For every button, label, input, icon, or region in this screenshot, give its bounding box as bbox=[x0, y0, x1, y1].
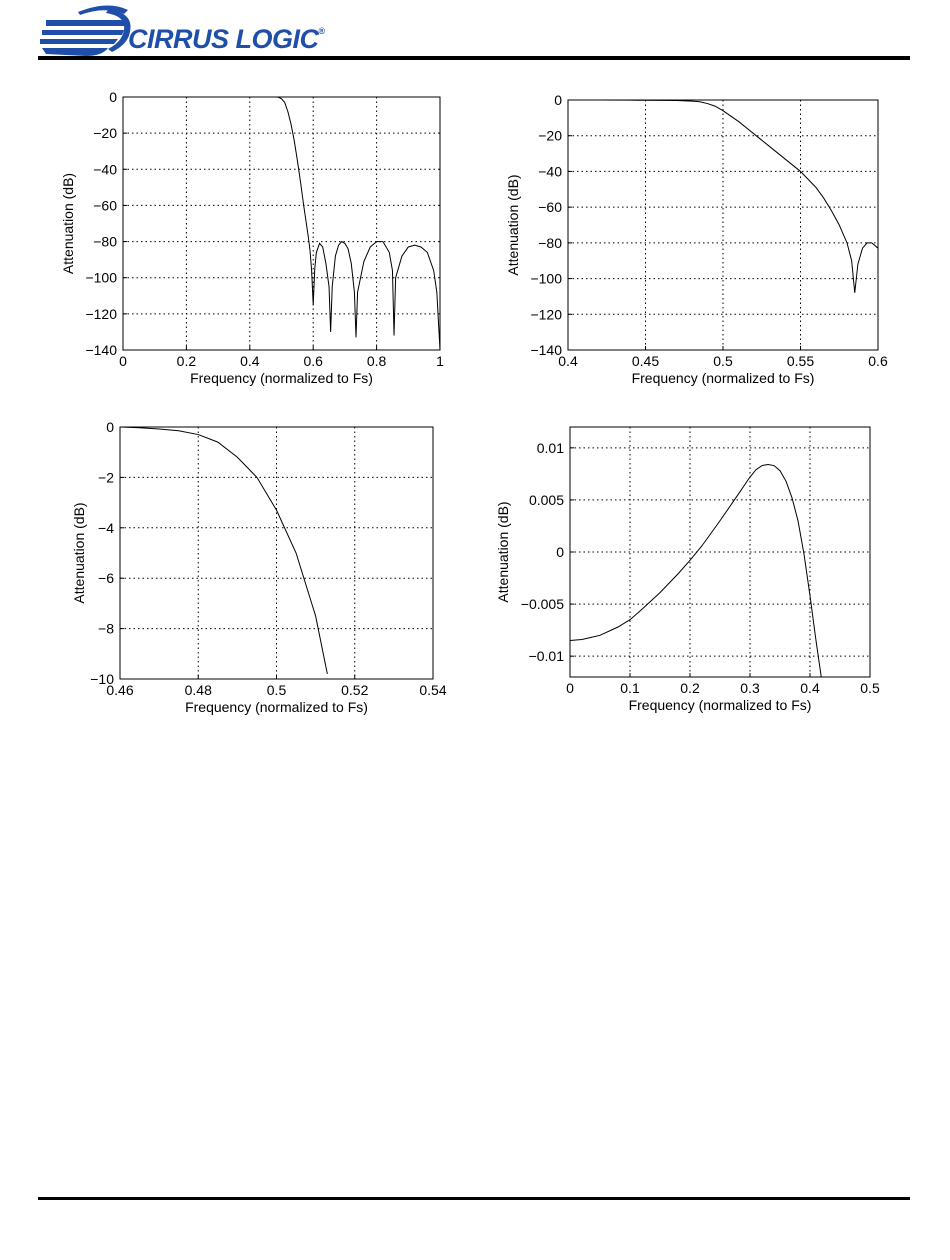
x-tick-label: 0.54 bbox=[419, 682, 446, 698]
y-tick-label: −0.005 bbox=[521, 596, 564, 612]
header-rule bbox=[38, 56, 910, 60]
x-tick-label: 0.1 bbox=[620, 680, 640, 696]
x-tick-label: 0.3 bbox=[740, 680, 760, 696]
x-axis-label: Frequency (normalized to Fs) bbox=[632, 370, 815, 386]
series-line bbox=[120, 427, 327, 674]
y-tick-label: −140 bbox=[85, 342, 117, 358]
y-tick-label: −6 bbox=[98, 570, 114, 586]
y-tick-label: −2 bbox=[98, 469, 114, 485]
y-tick-label: 0 bbox=[554, 92, 562, 108]
x-tick-label: 0.5 bbox=[860, 680, 880, 696]
y-tick-label: −4 bbox=[98, 520, 114, 536]
series-line bbox=[568, 100, 878, 293]
x-tick-label: 0.4 bbox=[800, 680, 820, 696]
y-tick-label: −120 bbox=[530, 306, 562, 322]
x-tick-label: 0 bbox=[119, 353, 127, 369]
x-tick-label: 0.6 bbox=[303, 353, 323, 369]
y-tick-label: −100 bbox=[530, 271, 562, 287]
y-tick-label: −100 bbox=[85, 270, 117, 286]
y-tick-label: −80 bbox=[538, 235, 562, 251]
chart-svg: 0 0.2 0.4 0.6 0.8 1 0 −20 −40 −60 −80 −100 −120 −140 F… bbox=[55, 92, 455, 397]
y-axis-label: Attenuation (dB) bbox=[495, 501, 511, 602]
x-tick-label: 0.55 bbox=[787, 353, 814, 369]
x-tick-label: 0.2 bbox=[680, 680, 700, 696]
y-tick-label: −40 bbox=[93, 161, 117, 177]
chart-svg: 0 0.1 0.2 0.3 0.4 0.5 0.01 0.005 0 −0.005 −0.01 Fre… bbox=[490, 422, 890, 727]
y-tick-label: −10 bbox=[90, 671, 114, 687]
y-tick-label: 0 bbox=[106, 419, 114, 435]
footer-rule bbox=[38, 1197, 910, 1200]
x-axis-label: Frequency (normalized to Fs) bbox=[190, 370, 373, 386]
x-tick-label: 0.45 bbox=[632, 353, 659, 369]
x-tick-label: 0.52 bbox=[341, 682, 368, 698]
y-tick-label: 0.01 bbox=[537, 440, 564, 456]
y-tick-label: −60 bbox=[538, 199, 562, 215]
x-tick-label: 1 bbox=[436, 353, 444, 369]
x-tick-label: 0.5 bbox=[267, 682, 287, 698]
chart-svg: 0.4 0.45 0.5 0.55 0.60−20−40−60−80−100−120−1… bbox=[500, 95, 900, 400]
chart-passband-ripple: 0 0.1 0.2 0.3 0.4 0.5 0.01 0.005 0 −0.005 −0.01 Fre… bbox=[490, 422, 890, 727]
y-tick-label: −20 bbox=[538, 128, 562, 144]
y-axis-label: Attenuation (dB) bbox=[505, 174, 521, 275]
y-tick-label: 0 bbox=[109, 89, 117, 105]
plot-frame bbox=[123, 97, 440, 350]
x-tick-label: 0.6 bbox=[868, 353, 888, 369]
chart-transition-detail: 0.46 0.48 0.5 0.52 0.54 0 −2 −4 −6 −8 −10 Frequency… bbox=[65, 422, 455, 727]
chart-transition-band: 0.4 0.45 0.5 0.55 0.6 0 −20 −40 −60 −80 −100 −120 −1… bbox=[500, 95, 900, 400]
y-tick-label: 0.005 bbox=[529, 492, 564, 508]
x-tick-label: 0.2 bbox=[177, 353, 197, 369]
chart-svg: 0.46 0.48 0.5 0.52 0.540−2−4−6−8−10Frequency… bbox=[65, 422, 455, 727]
x-axis-label: Frequency (normalized to Fs) bbox=[185, 699, 368, 715]
y-tick-label: −40 bbox=[538, 163, 562, 179]
x-tick-label: 0.5 bbox=[713, 353, 733, 369]
y-tick-label: −0.01 bbox=[529, 648, 565, 664]
x-tick-label: 0.48 bbox=[185, 682, 212, 698]
y-tick-label: −120 bbox=[85, 306, 117, 322]
series-line bbox=[570, 465, 822, 683]
y-axis-label: Attenuation (dB) bbox=[71, 502, 87, 603]
y-axis-label: Attenuation (dB) bbox=[60, 173, 76, 274]
x-tick-label: 0.4 bbox=[240, 353, 260, 369]
page-header: CIRRUS LOGIC® bbox=[0, 0, 950, 70]
y-tick-label: −8 bbox=[98, 621, 114, 637]
x-tick-label: 0 bbox=[566, 680, 574, 696]
y-tick-label: −60 bbox=[93, 197, 117, 213]
chart-stopband-full: 0 0.2 0.4 0.6 0.8 1 0 −20 −40 −60 −80 −100 −120 −140 F… bbox=[55, 92, 455, 397]
x-tick-label: 0.8 bbox=[367, 353, 387, 369]
y-tick-label: −20 bbox=[93, 125, 117, 141]
y-tick-label: −140 bbox=[530, 342, 562, 358]
logo-wordmark: CIRRUS LOGIC® bbox=[128, 24, 325, 55]
y-tick-label: −80 bbox=[93, 234, 117, 250]
series-line bbox=[123, 97, 440, 350]
x-axis-label: Frequency (normalized to Fs) bbox=[629, 697, 812, 713]
y-tick-label: 0 bbox=[556, 544, 564, 560]
